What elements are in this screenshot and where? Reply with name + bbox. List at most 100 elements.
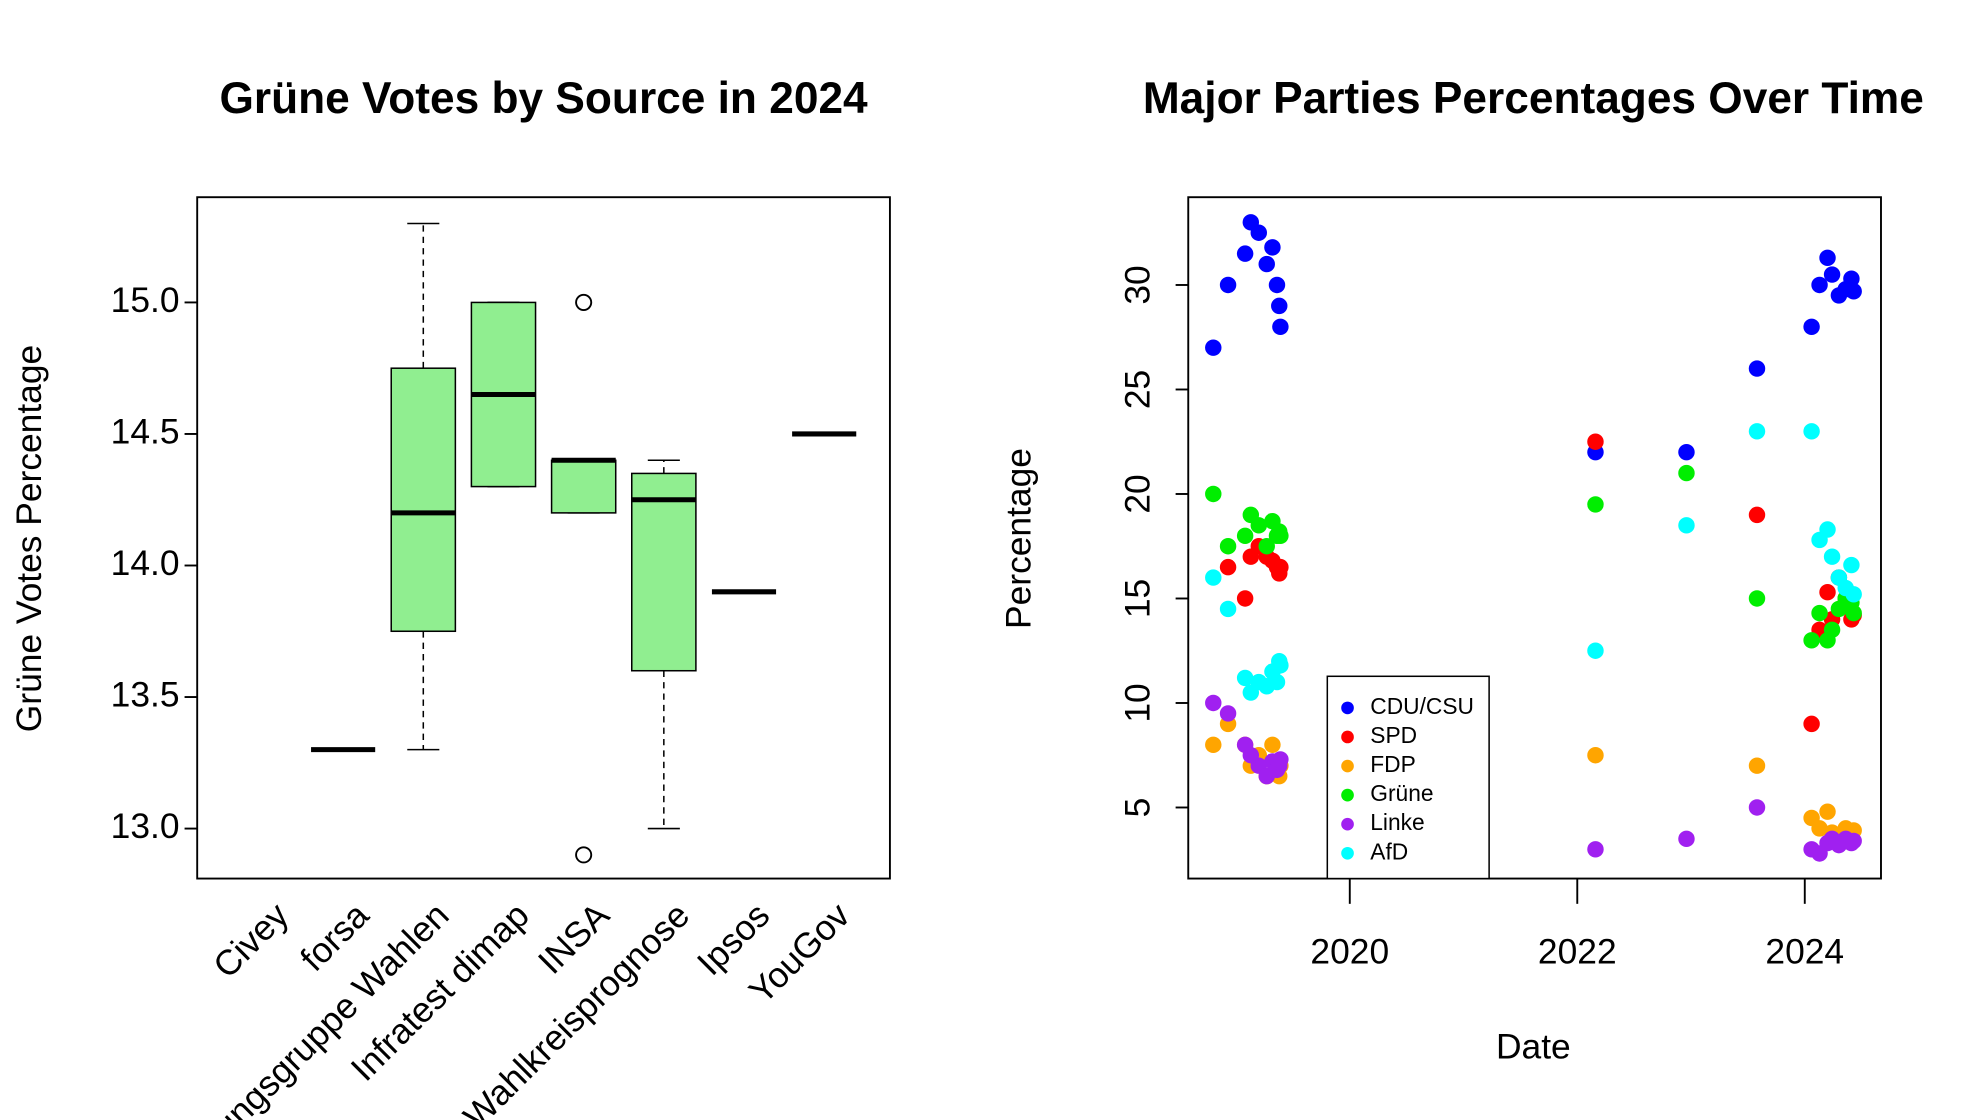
point [1587,642,1604,659]
x-axis-label: Date [1496,1028,1571,1067]
legend-box [1326,675,1490,880]
point [1823,621,1841,639]
point [1258,538,1275,555]
point [1272,657,1289,674]
point [1219,705,1237,722]
point [1748,590,1766,607]
point [1272,318,1289,336]
point [1205,736,1222,754]
point [1819,249,1836,267]
point [1811,604,1828,622]
legend-label: Grüne [1370,780,1433,806]
point [1219,558,1237,576]
point [1236,245,1254,262]
point [1678,830,1695,848]
box [631,472,697,672]
point [1205,694,1222,712]
legend-marker [1341,759,1354,773]
point [1811,820,1828,837]
point [1843,556,1860,574]
point [1843,270,1860,287]
point [1748,799,1766,816]
point [1205,339,1222,356]
plot-frame [196,196,891,880]
point [1268,276,1286,294]
legend-label: CDU/CSU [1370,693,1474,719]
point [1587,496,1604,513]
point [1845,283,1862,300]
point [1587,433,1604,450]
point [1845,832,1862,850]
chart-title: Major Parties Percentages Over Time [1143,74,1924,123]
outlier [575,846,593,864]
point [1803,632,1820,649]
point [1272,527,1289,545]
outlier [575,293,593,311]
legend-label: SPD [1370,722,1417,748]
x-tick-label: 2022 [1538,933,1617,972]
point [1678,517,1695,534]
y-axis-label: Grüne Votes Percentage [10,345,49,732]
point [1819,584,1836,601]
point [1271,297,1288,315]
y-tick-label: 13.5 [111,675,180,714]
point [1264,736,1281,754]
box [390,367,457,633]
x-tick-label: 2024 [1765,933,1844,972]
x-tick-label: Civey [206,895,296,985]
plot-frame [1187,196,1882,880]
point [1803,423,1820,440]
point [1219,276,1237,294]
point [1748,360,1766,377]
point [1823,266,1841,283]
point [1236,590,1254,607]
point [1823,548,1841,565]
y-tick-label: 15 [1119,579,1158,618]
point [1219,600,1237,618]
y-tick-label: 14.5 [111,412,180,451]
legend-marker [1341,701,1354,715]
y-tick-label: 10 [1119,683,1158,722]
point [1250,224,1267,241]
point [1803,318,1820,336]
chart-title: Grüne Votes by Source in 2024 [219,74,868,123]
point [1236,527,1254,545]
point [1272,558,1289,576]
point [1268,673,1286,691]
point [1811,276,1828,294]
point [1587,747,1604,764]
point [1845,586,1862,603]
legend-marker [1341,788,1354,802]
legend-label: FDP [1370,751,1415,777]
point [1748,757,1766,774]
point [1748,506,1766,524]
point [1258,255,1275,273]
point [1264,239,1281,256]
point [1819,521,1836,538]
legend-marker [1341,817,1354,831]
y-tick-label: 30 [1119,265,1158,304]
y-tick-label: 5 [1119,798,1158,818]
point [1678,464,1695,482]
y-tick-label: 15.0 [111,281,180,320]
y-tick-label: 13.0 [111,807,180,846]
box [550,459,617,514]
y-axis-label: Percentage [1000,448,1039,629]
point [1219,538,1237,555]
point [1205,485,1222,503]
point [1250,517,1267,534]
point [1748,423,1766,440]
point [1272,751,1289,768]
point [1587,841,1604,858]
point [1205,569,1222,586]
point [1236,669,1254,687]
point [1819,803,1836,820]
y-tick-label: 20 [1119,474,1158,513]
legend-marker [1341,730,1354,744]
y-tick-label: 14.0 [111,544,180,583]
point [1803,715,1820,733]
point [1678,443,1695,461]
x-tick-label: 2020 [1310,933,1389,972]
